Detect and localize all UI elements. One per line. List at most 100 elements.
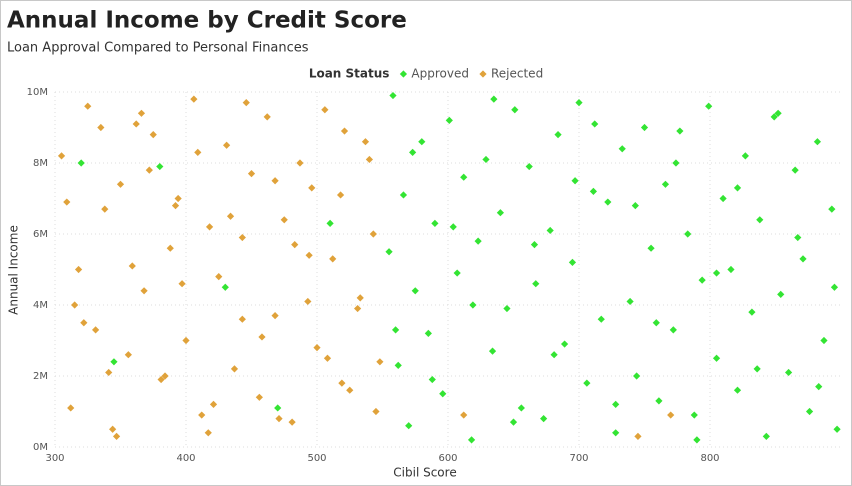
- y-tick-label: 4M: [33, 300, 48, 311]
- point: [667, 411, 675, 419]
- point: [271, 312, 279, 320]
- point: [631, 202, 639, 210]
- point: [554, 131, 562, 139]
- point: [296, 159, 304, 167]
- point: [304, 297, 312, 306]
- point: [365, 155, 373, 164]
- point: [669, 326, 677, 334]
- point: [171, 202, 180, 210]
- point: [813, 138, 822, 146]
- point: [647, 244, 655, 252]
- point: [583, 379, 591, 387]
- point: [392, 326, 400, 334]
- point: [626, 297, 634, 306]
- point: [275, 415, 283, 423]
- point: [205, 223, 214, 231]
- point: [550, 351, 558, 359]
- point: [329, 255, 337, 263]
- point: [157, 375, 165, 384]
- point: [591, 120, 599, 128]
- point: [774, 109, 782, 117]
- point: [612, 429, 620, 437]
- point: [597, 315, 605, 323]
- point: [753, 365, 761, 373]
- point: [323, 354, 332, 362]
- point: [346, 386, 354, 394]
- point: [128, 262, 136, 270]
- point: [727, 265, 735, 274]
- x-tick-label: 700: [569, 453, 588, 464]
- point: [693, 436, 701, 444]
- point: [424, 329, 432, 337]
- point: [428, 375, 436, 384]
- point: [833, 425, 841, 433]
- legend-marker: [479, 70, 487, 78]
- point: [258, 333, 266, 341]
- point: [634, 432, 642, 440]
- point: [340, 127, 349, 135]
- point: [399, 191, 408, 199]
- point: [84, 102, 92, 110]
- point: [372, 407, 380, 416]
- point: [488, 347, 497, 355]
- point: [449, 223, 457, 231]
- point: [517, 404, 525, 412]
- point: [612, 400, 620, 408]
- point: [198, 411, 206, 419]
- point: [336, 191, 345, 199]
- point: [719, 194, 727, 203]
- y-tick-label: 2M: [33, 371, 48, 382]
- point: [238, 233, 246, 242]
- point: [242, 99, 250, 107]
- point: [288, 418, 296, 426]
- point: [575, 99, 583, 107]
- point: [71, 301, 79, 309]
- point: [156, 162, 164, 171]
- point: [326, 219, 334, 227]
- point: [137, 109, 146, 117]
- point: [190, 95, 198, 103]
- y-axis-label: Annual Income: [7, 225, 21, 315]
- point: [411, 287, 419, 295]
- x-tick-label: 800: [700, 453, 719, 464]
- point: [247, 170, 256, 178]
- point: [291, 241, 299, 249]
- point: [405, 422, 413, 430]
- point: [149, 131, 157, 139]
- point: [546, 226, 554, 235]
- point: [490, 95, 498, 103]
- point: [67, 404, 75, 412]
- point: [92, 326, 100, 334]
- point: [145, 166, 153, 174]
- point: [830, 283, 839, 291]
- point: [161, 372, 169, 380]
- point: [525, 162, 533, 171]
- point: [204, 429, 212, 437]
- x-tick-label: 500: [307, 453, 326, 464]
- point: [618, 145, 626, 153]
- point: [655, 397, 663, 405]
- point: [560, 340, 569, 348]
- legend-marker: [399, 70, 408, 78]
- point: [308, 184, 316, 192]
- point: [791, 166, 799, 174]
- point: [305, 251, 313, 259]
- point: [733, 184, 742, 192]
- point: [748, 308, 756, 316]
- x-tick-label: 300: [45, 453, 64, 464]
- point: [255, 393, 263, 401]
- point: [509, 418, 518, 426]
- point: [633, 372, 641, 380]
- point: [794, 233, 802, 242]
- point: [712, 354, 721, 362]
- point: [274, 404, 282, 412]
- point: [97, 123, 105, 132]
- point: [733, 386, 742, 394]
- point: [540, 415, 548, 423]
- point: [110, 358, 118, 366]
- chart-title: Annual Income by Credit Score: [7, 8, 407, 34]
- point: [640, 123, 649, 132]
- point: [777, 290, 785, 298]
- point: [672, 159, 680, 167]
